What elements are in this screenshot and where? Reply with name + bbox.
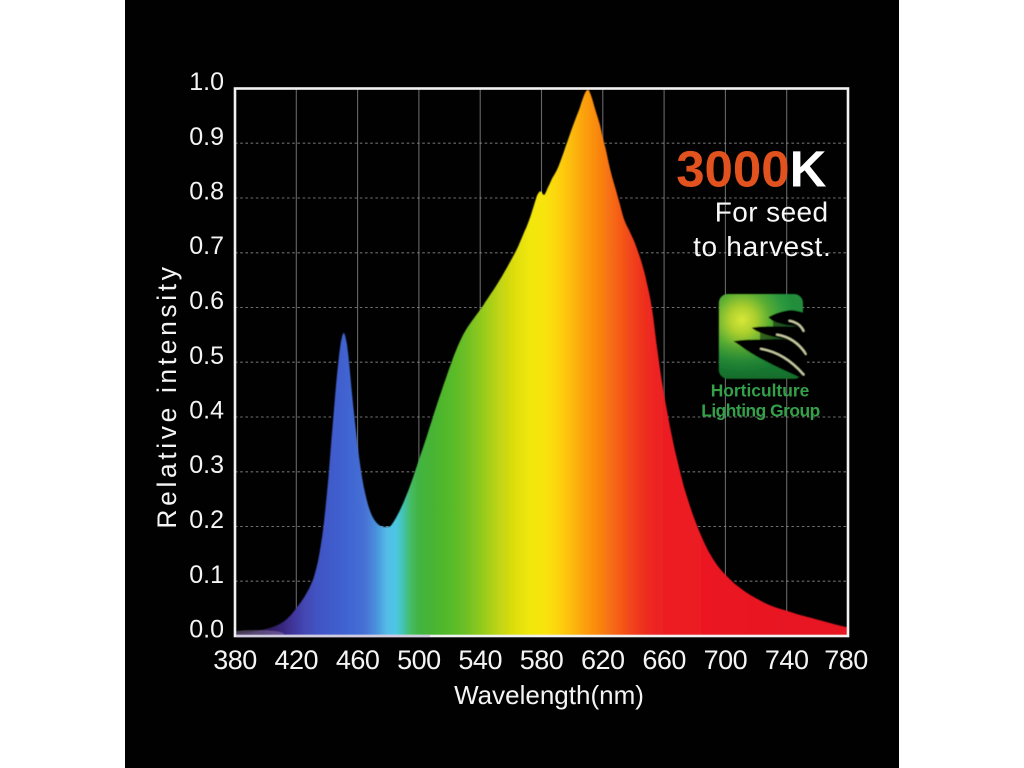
svg-text:Horticulture: Horticulture xyxy=(711,381,810,401)
svg-text:Relative intensity: Relative intensity xyxy=(152,263,182,528)
svg-text:580: 580 xyxy=(520,645,564,675)
svg-text:Wavelength(nm): Wavelength(nm) xyxy=(454,680,644,710)
svg-text:620: 620 xyxy=(581,645,625,675)
svg-text:660: 660 xyxy=(642,645,686,675)
svg-text:420: 420 xyxy=(275,645,319,675)
svg-text:0.4: 0.4 xyxy=(189,397,224,425)
svg-text:500: 500 xyxy=(397,645,441,675)
svg-text:to harvest.: to harvest. xyxy=(693,231,831,262)
svg-text:Lighting Group: Lighting Group xyxy=(701,401,820,421)
svg-text:460: 460 xyxy=(336,645,380,675)
svg-text:0.1: 0.1 xyxy=(189,561,224,589)
svg-text:540: 540 xyxy=(458,645,502,675)
svg-text:780: 780 xyxy=(824,645,868,675)
svg-text:3000K: 3000K xyxy=(676,141,826,198)
svg-text:0.0: 0.0 xyxy=(189,616,224,644)
svg-text:380: 380 xyxy=(213,645,257,675)
svg-text:0.7: 0.7 xyxy=(189,232,224,260)
svg-text:740: 740 xyxy=(765,645,809,675)
svg-text:0.2: 0.2 xyxy=(189,506,224,534)
svg-text:For seed: For seed xyxy=(715,197,829,228)
svg-text:1.0: 1.0 xyxy=(189,68,224,96)
svg-text:0.8: 0.8 xyxy=(189,178,224,206)
svg-text:700: 700 xyxy=(704,645,748,675)
svg-text:0.5: 0.5 xyxy=(189,342,224,370)
svg-text:0.3: 0.3 xyxy=(189,451,224,479)
svg-text:0.6: 0.6 xyxy=(189,287,224,315)
svg-text:0.9: 0.9 xyxy=(189,123,224,151)
